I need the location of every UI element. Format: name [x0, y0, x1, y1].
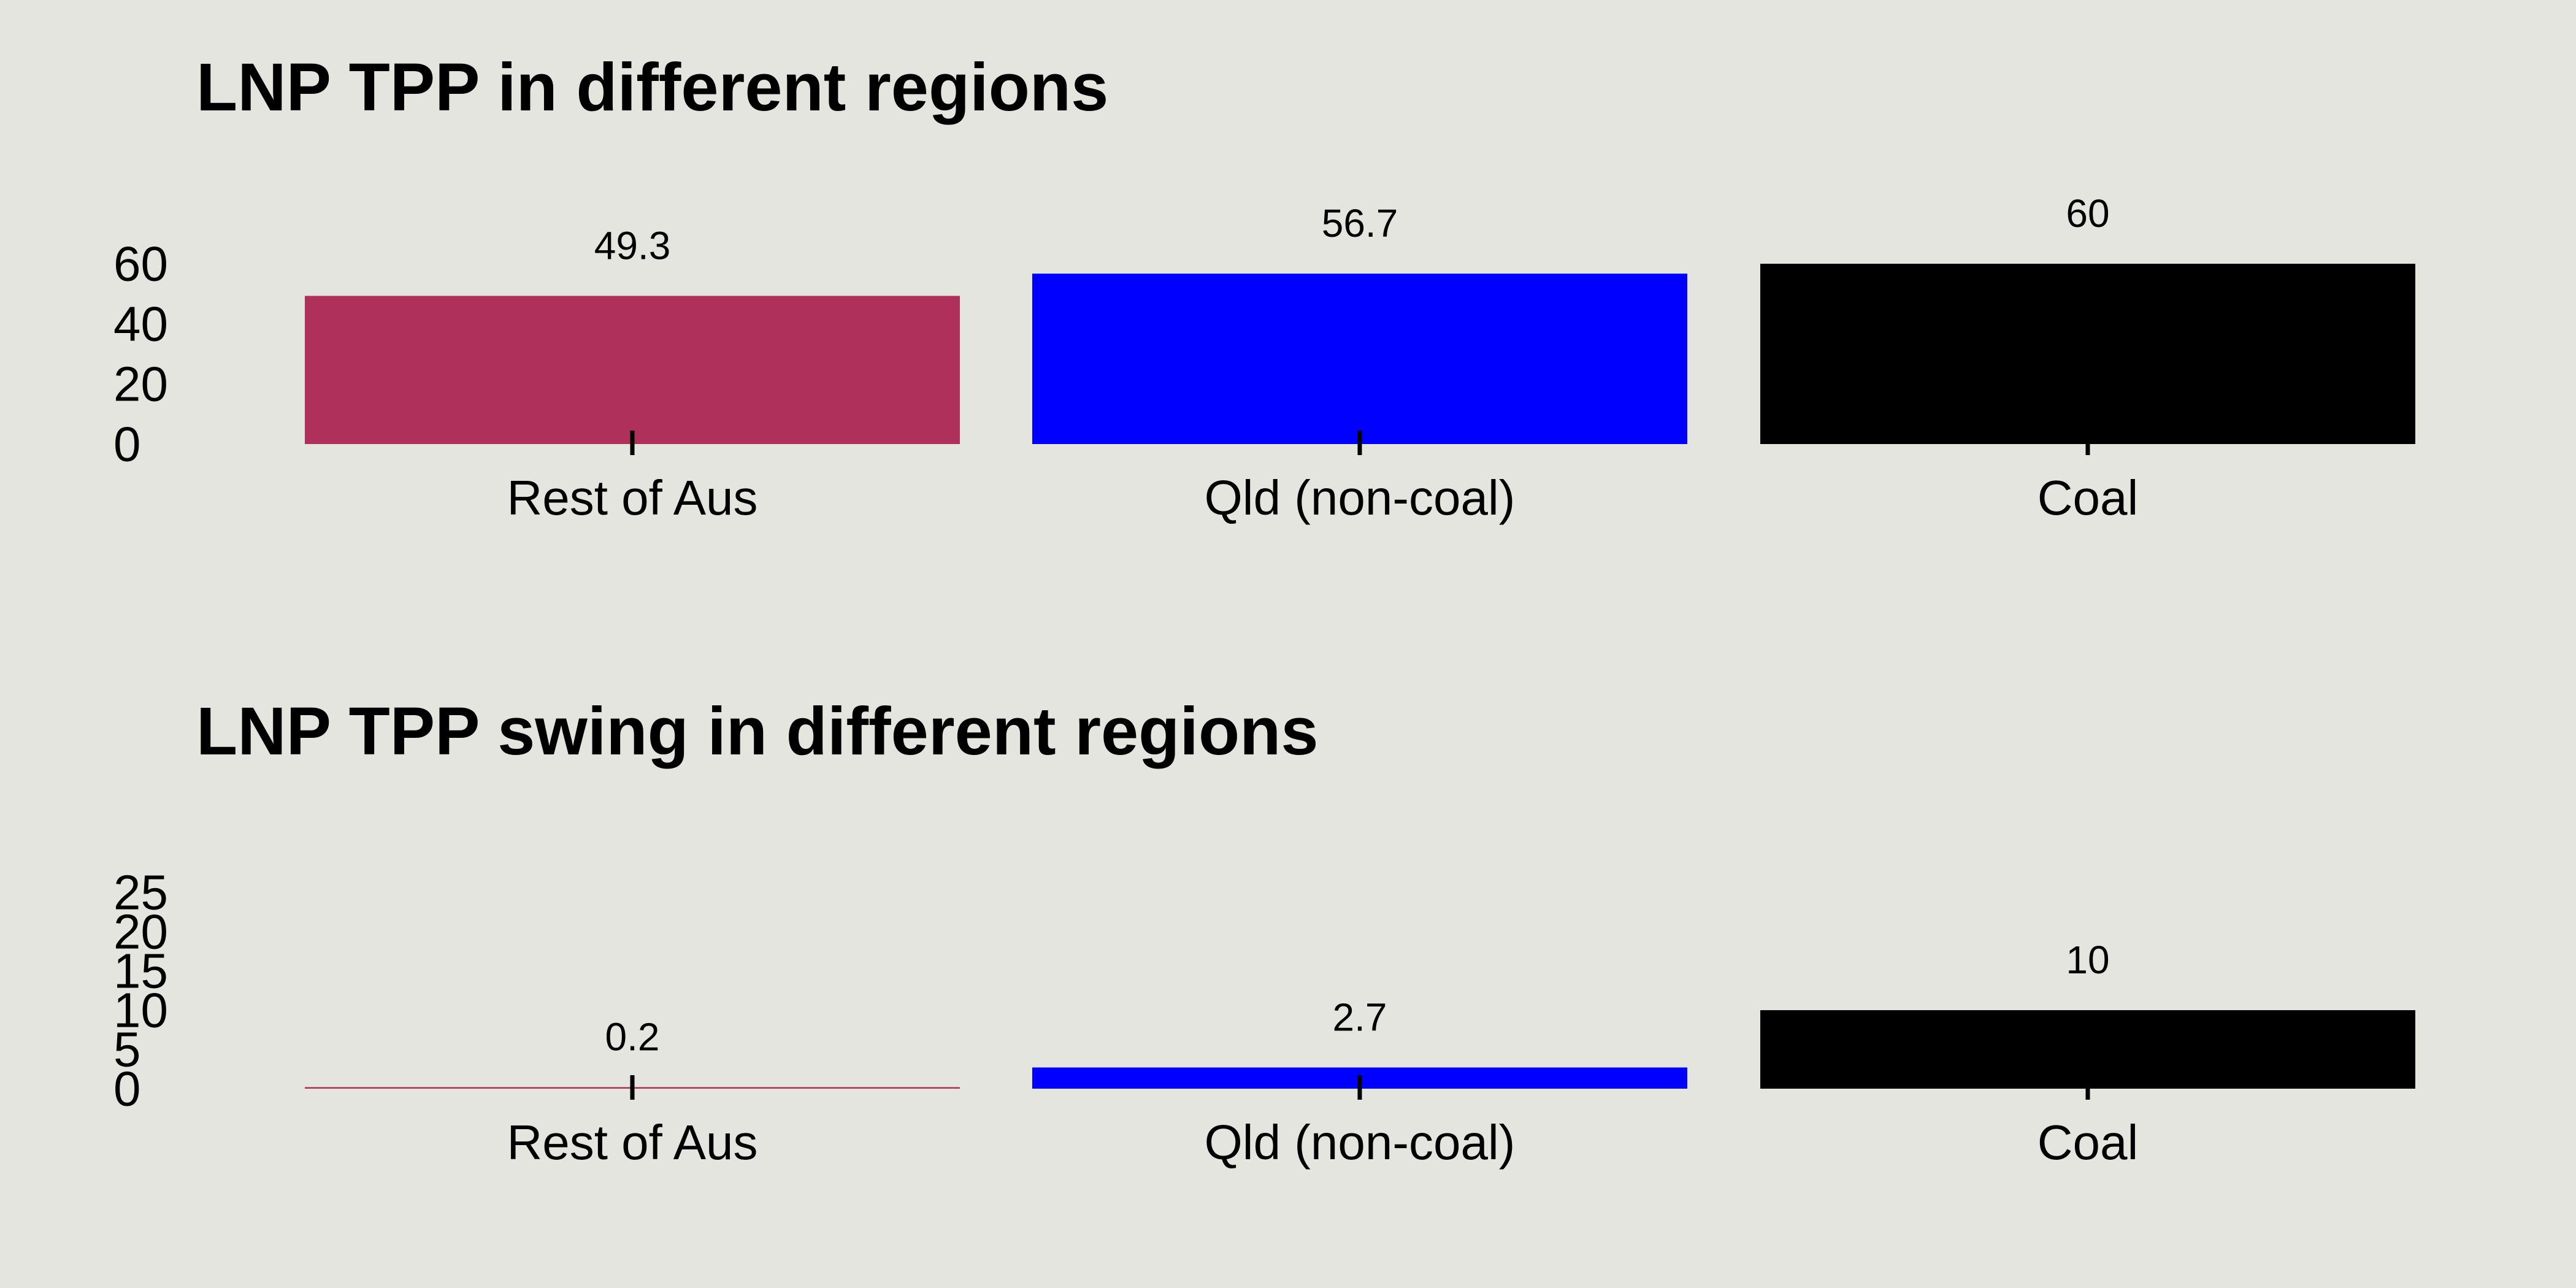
y-tick-label: 5 — [113, 1022, 141, 1077]
y-tick-label: 20 — [113, 905, 168, 959]
data-label: 0.2 — [605, 1014, 660, 1059]
bar-rest-of-aus — [305, 296, 960, 444]
bar-qld-non-coal — [1032, 274, 1687, 444]
y-tick-label: 0 — [113, 417, 141, 472]
data-label: 60 — [2066, 191, 2109, 236]
chart-title-swing: LNP TPP swing in different regions — [196, 694, 1319, 769]
data-label: 2.7 — [1333, 995, 1387, 1039]
x-tick-label: Qld (non-coal) — [1205, 470, 1516, 525]
y-tick-label: 25 — [113, 865, 168, 920]
x-tick-label: Rest of Aus — [507, 1115, 757, 1170]
x-tick-label: Coal — [2037, 1115, 2139, 1170]
x-tick-label: Rest of Aus — [507, 470, 757, 525]
y-tick-label: 0 — [113, 1062, 141, 1116]
chart-panel-tpp: 0 20 40 60 49.3 Rest of Aus 56.7 Qld (non-coal)… — [113, 50, 2415, 525]
x-tick-label: Qld (non-coal) — [1205, 1115, 1516, 1170]
data-label: 49.3 — [594, 223, 671, 267]
y-tick-label: 10 — [113, 983, 168, 1038]
y-tick-label: 20 — [113, 357, 168, 412]
chart-title-tpp: LNP TPP in different regions — [196, 50, 1109, 125]
y-tick-label: 60 — [113, 237, 168, 291]
y-tick-label: 15 — [113, 944, 168, 999]
data-label: 10 — [2066, 938, 2109, 982]
bar-coal — [1760, 264, 2415, 444]
data-label: 56.7 — [1322, 201, 1398, 245]
x-tick-label: Coal — [2037, 470, 2139, 525]
y-tick-label: 40 — [113, 297, 168, 351]
chart-panel-swing: 0 5 10 15 20 25 0.2 Rest of Aus 2.7 Qld (non-coal… — [0, 644, 2576, 1288]
plot-area-tpp: 020 40 60 49.3 Rest of Aus 56.7 Qld (non-coal)… — [113, 191, 2415, 525]
